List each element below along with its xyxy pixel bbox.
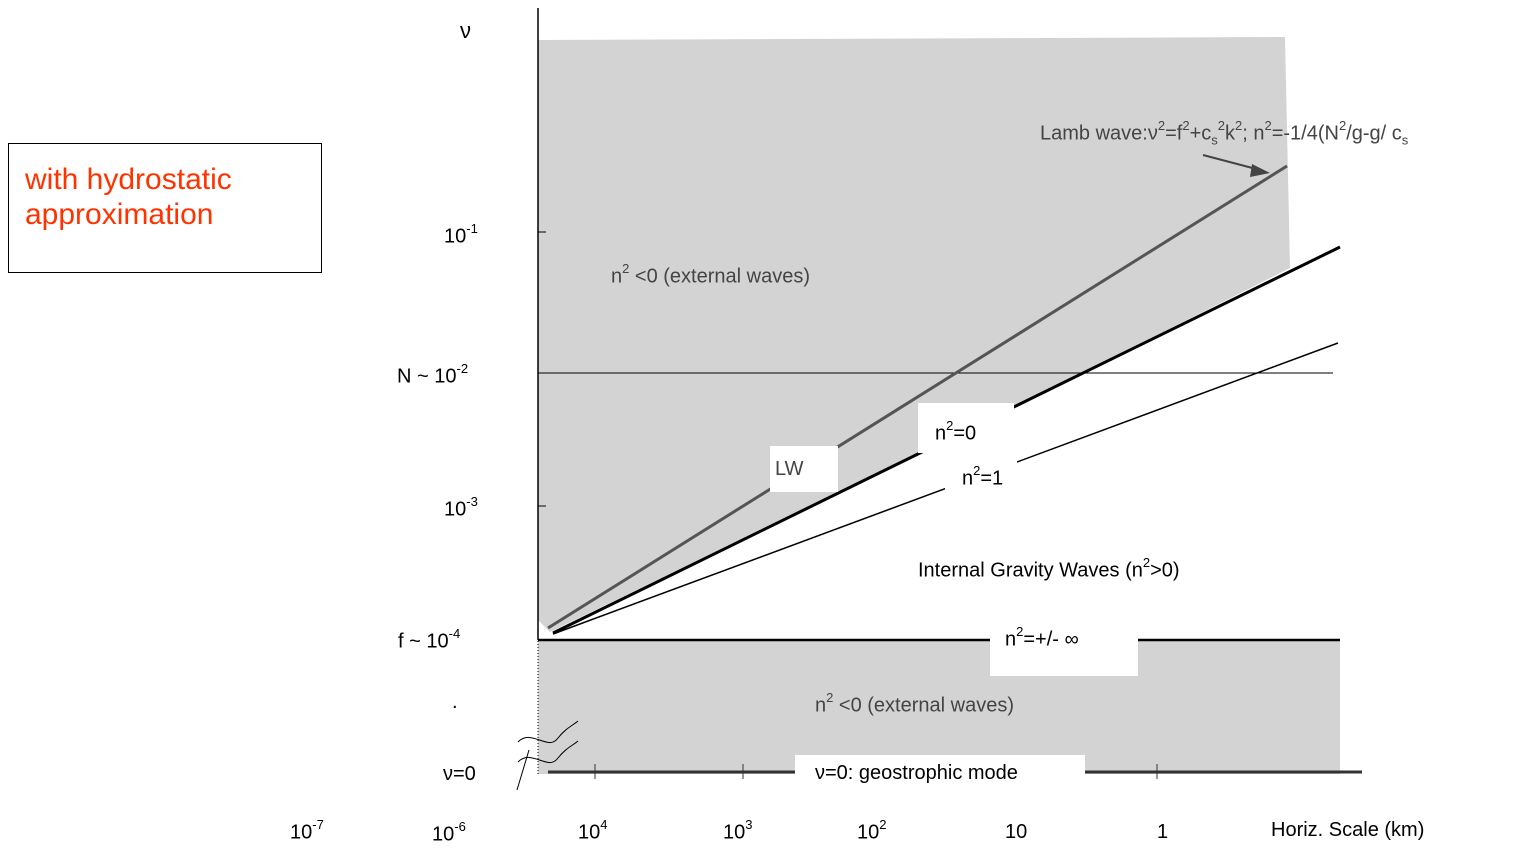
axis-break-squiggle: [517, 740, 579, 764]
lamb-wave-arrowhead: [1250, 164, 1270, 177]
label-gap: [918, 403, 1014, 453]
y-tick-label: f ~ 10-4: [398, 626, 461, 653]
lamb-wave-arrow: [1202, 154, 1261, 171]
label-gap: [945, 455, 1017, 495]
axis-break-squiggle: [517, 720, 579, 744]
n2-equals-0-label: n2=0: [935, 418, 977, 445]
y-tick-label: 10-3: [444, 494, 478, 521]
label-gap: [795, 755, 1085, 785]
x-axis-title: Horiz. Scale (km): [1271, 819, 1425, 841]
lamb-wave-line: [547, 164, 1288, 630]
y-tick-label: ν=0: [443, 763, 476, 785]
lamb-wave-equation: Lamb wave:ν2=f2+cs2k2; n2=-1/4(N2/g-g/ c…: [1040, 118, 1409, 148]
n2-infinity-label: n2=+/- ∞: [1005, 624, 1079, 651]
axis-break-tail: [516, 749, 530, 791]
lamb-wave-short-label: LW: [775, 458, 804, 480]
label-gap: [990, 618, 1138, 676]
y-tick-label: N ~ 10-2: [397, 361, 469, 388]
y-tick-label: .: [452, 691, 458, 713]
lower-region-label: n2 <0 (external waves): [815, 690, 1014, 717]
x-tick-label: 10: [1005, 821, 1028, 843]
note-line-1: with hydrostatic: [25, 163, 232, 196]
x-tick-label: 10-7: [290, 817, 324, 844]
y-tick-label: 10-1: [444, 221, 478, 248]
internal-gravity-waves-label: Internal Gravity Waves (n2>0): [918, 555, 1180, 582]
label-gap: [770, 446, 838, 492]
x-tick-label: 1: [1157, 821, 1169, 843]
y-axis-symbol: ν: [460, 18, 471, 43]
note-box: with hydrostatic approximation: [8, 143, 322, 273]
x-tick-label: 103: [723, 817, 753, 844]
lower-external-wave-region: [538, 641, 1340, 774]
x-tick-label: 104: [578, 817, 608, 844]
x-tick-label: 10-6: [432, 819, 466, 846]
x-tick-label: 102: [857, 817, 887, 844]
geostrophic-mode-label: ν=0: geostrophic mode: [815, 762, 1018, 784]
note-line-2: approximation: [25, 198, 214, 231]
upper-external-wave-region: [538, 37, 1290, 632]
upper-region-label: n2 <0 (external waves): [611, 261, 810, 288]
n2-equals-1-label: n2=1: [962, 463, 1004, 490]
